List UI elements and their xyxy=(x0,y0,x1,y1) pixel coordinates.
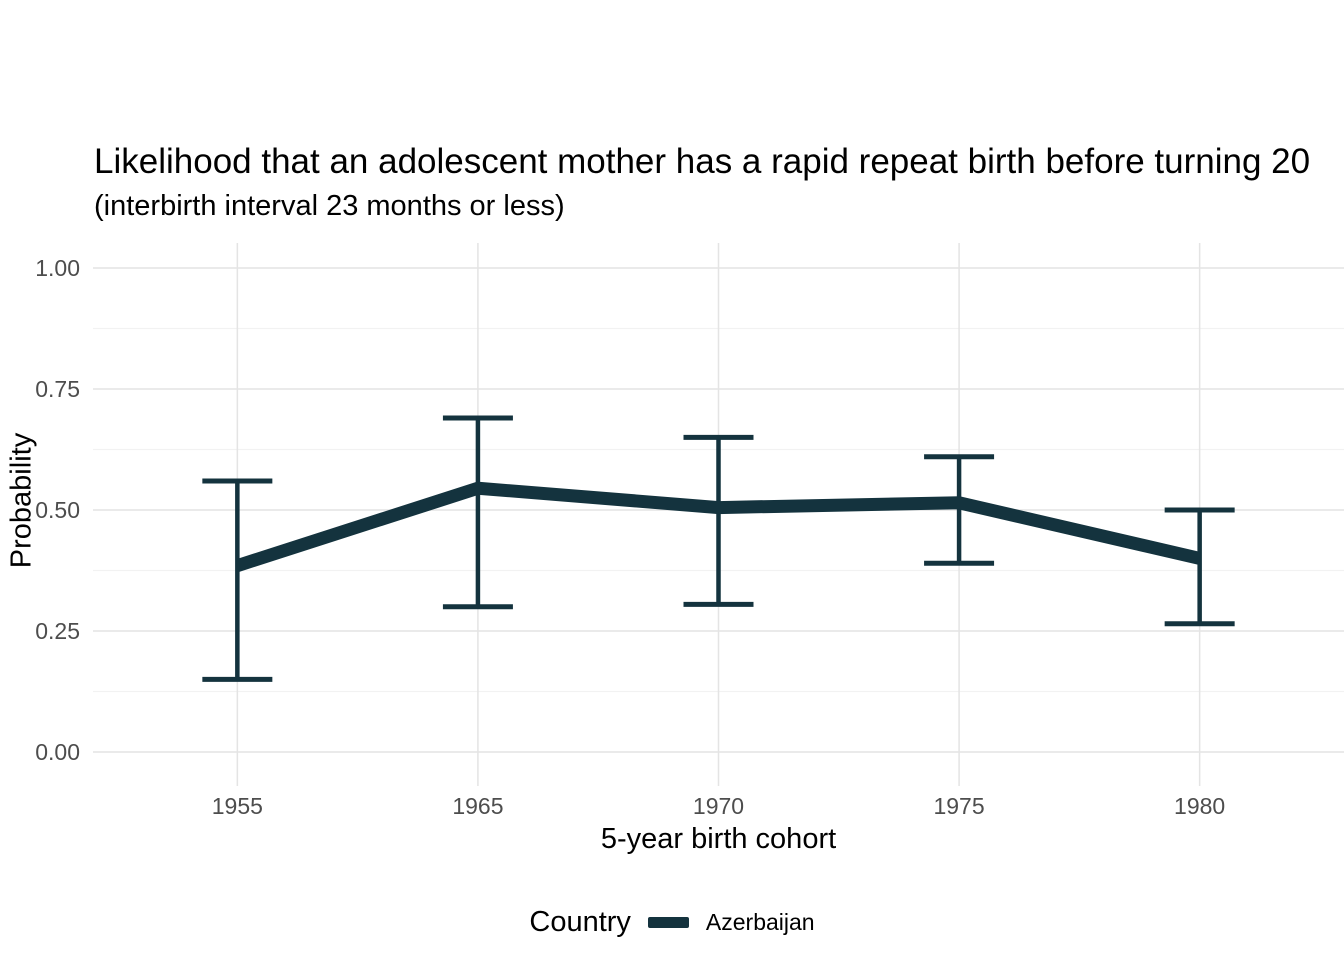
y-axis-title: Probability xyxy=(5,432,38,569)
chart-subtitle: (interbirth interval 23 months or less) xyxy=(94,190,565,222)
y-tick-label-0.00: 0.00 xyxy=(35,739,80,765)
x-tick-label-1965: 1965 xyxy=(452,793,504,819)
legend-title: Country xyxy=(529,905,631,938)
chart-title: Likelihood that an adolescent mother has… xyxy=(94,142,1311,181)
y-tick-label-1.00: 1.00 xyxy=(35,255,80,281)
trend-line-azerbaijan xyxy=(235,481,1202,572)
x-tick-label-1970: 1970 xyxy=(692,793,745,819)
y-tick-label-0.75: 0.75 xyxy=(35,376,80,402)
y-tick-label-0.50: 0.50 xyxy=(35,497,80,523)
y-tick-label-0.25: 0.25 xyxy=(35,618,80,644)
legend-item-label: Azerbaijan xyxy=(705,908,815,935)
x-tick-label-1980: 1980 xyxy=(1174,793,1226,819)
x-tick-label-1975: 1975 xyxy=(933,793,985,819)
x-axis-title: 5-year birth cohort xyxy=(600,823,837,855)
legend-key-line xyxy=(647,916,689,928)
legend: Country Azerbaijan xyxy=(0,900,1344,944)
x-tick-label-1955: 1955 xyxy=(211,793,263,819)
